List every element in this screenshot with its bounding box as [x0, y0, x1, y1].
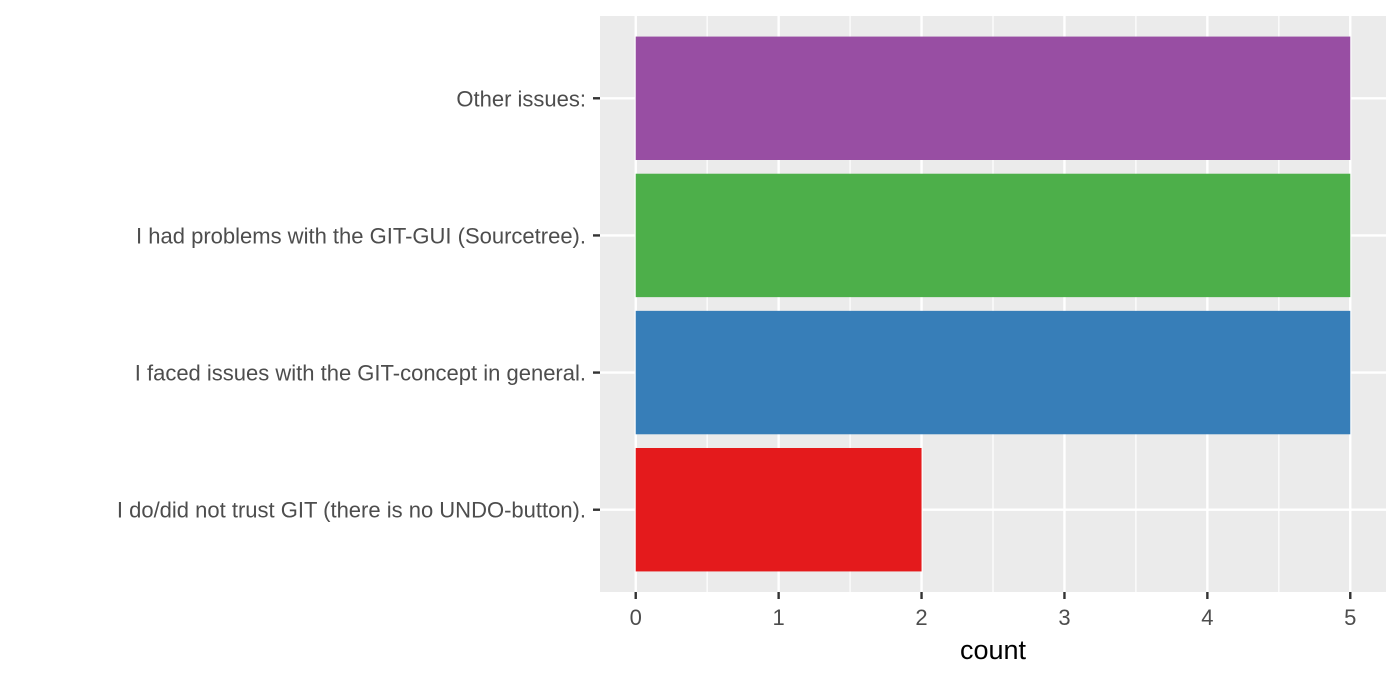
x-tick-label: 2 — [915, 605, 927, 630]
x-tick-label: 0 — [630, 605, 642, 630]
x-axis: 0 1 2 3 4 5 — [630, 592, 1356, 630]
x-tick-label: 5 — [1344, 605, 1356, 630]
y-tick-label: Other issues: — [456, 86, 586, 111]
bar — [635, 36, 1351, 161]
y-tick-label: I do/did not trust GIT (there is no UNDO… — [117, 498, 586, 523]
bar — [635, 448, 922, 572]
x-axis-title: count — [960, 635, 1027, 665]
x-tick-label: 4 — [1201, 605, 1213, 630]
bar — [635, 310, 1351, 435]
x-tick-label: 1 — [773, 605, 785, 630]
y-tick-label: I faced issues with the GIT-concept in g… — [135, 361, 586, 386]
y-tick-label: I had problems with the GIT-GUI (Sourcet… — [136, 223, 586, 248]
x-tick-label: 3 — [1058, 605, 1070, 630]
y-axis: I do/did not trust GIT (there is no UNDO… — [117, 86, 600, 523]
bars — [635, 36, 1351, 572]
bar — [635, 173, 1351, 298]
